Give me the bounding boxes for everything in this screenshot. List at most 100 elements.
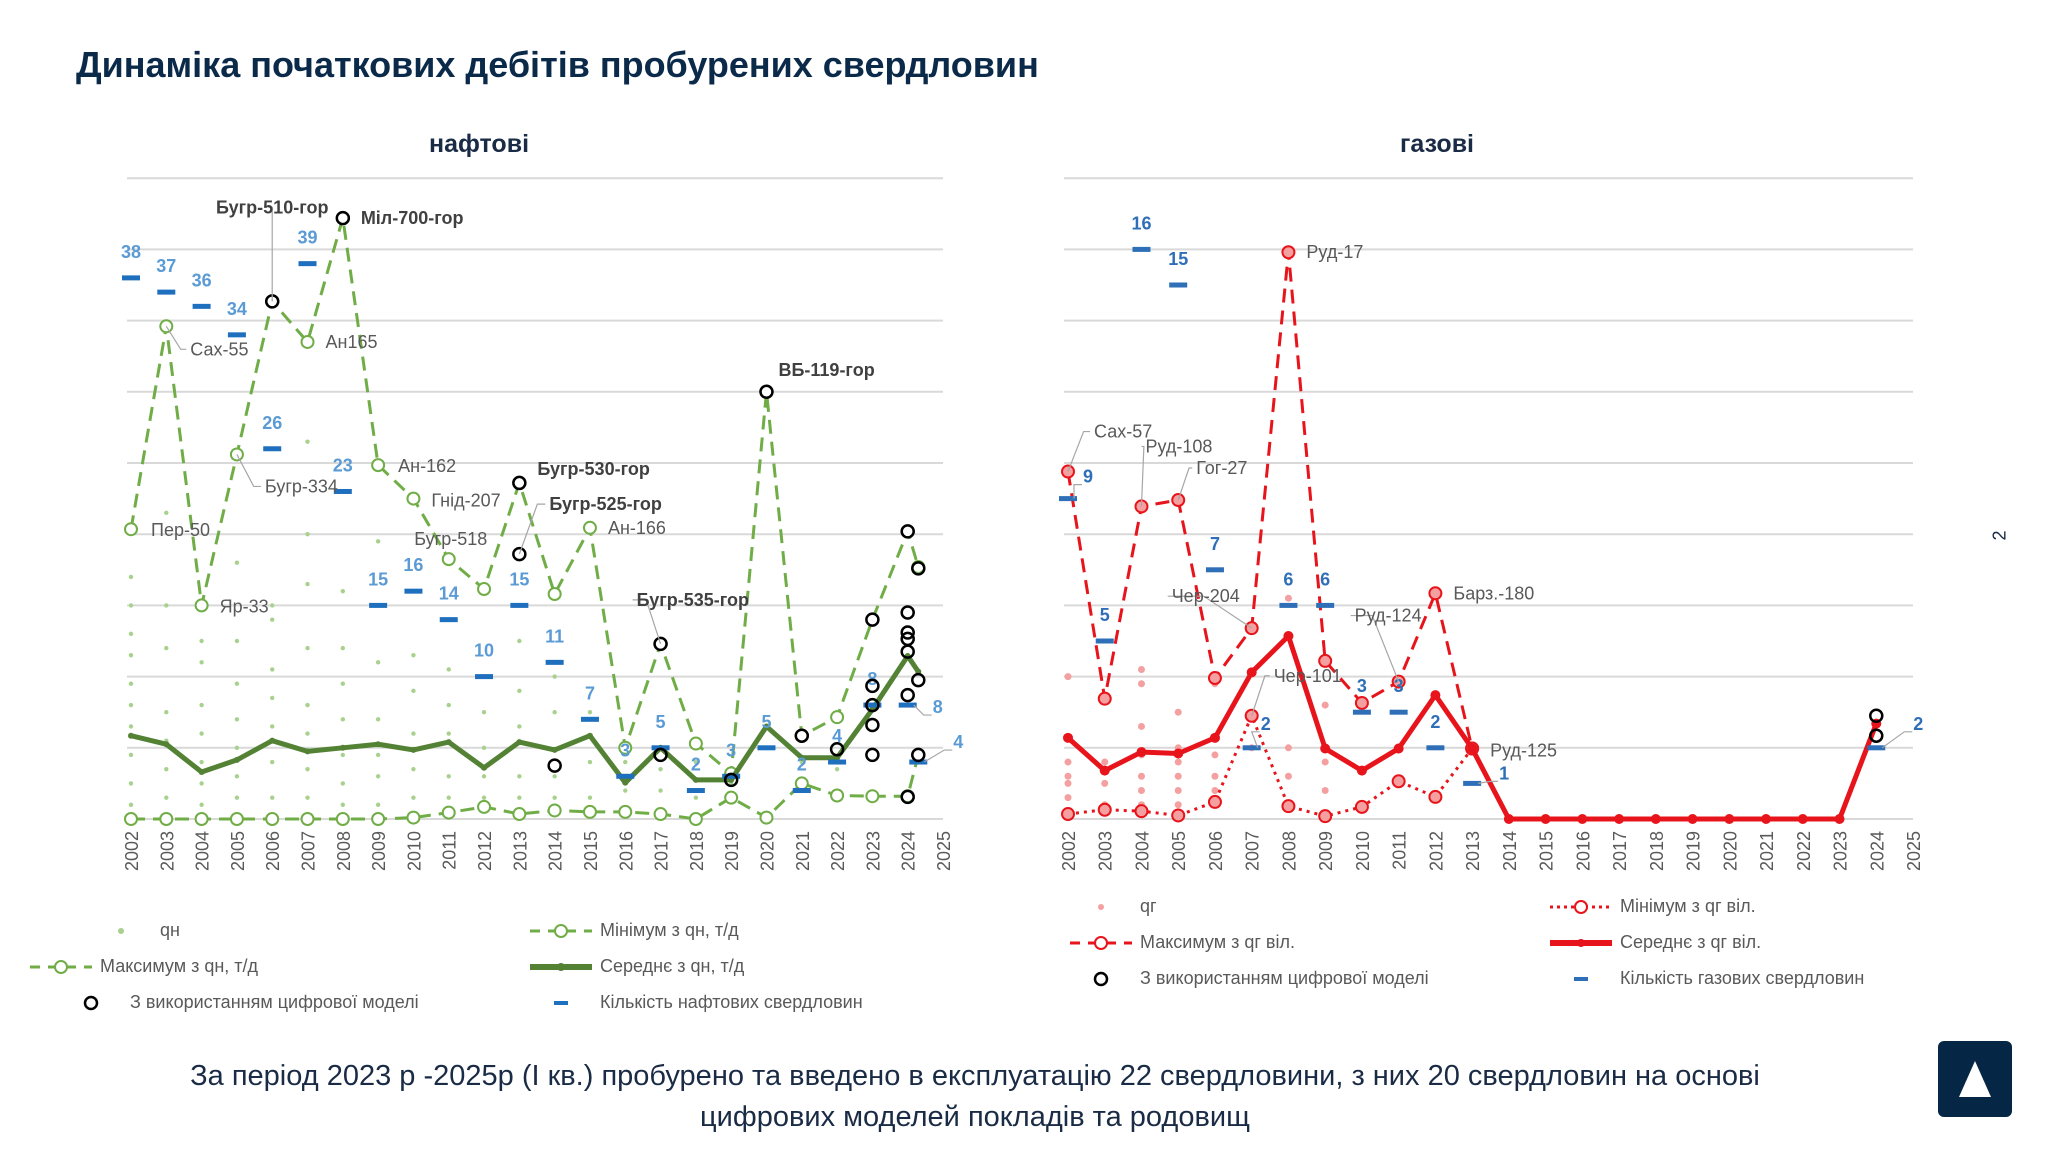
gas-marker-point (1428, 789, 1443, 804)
oil-x-tick-label: 2014 (546, 831, 566, 871)
oil-marker-point (441, 805, 456, 820)
oil-marker-point (688, 812, 703, 826)
oil-count-marker (369, 602, 388, 608)
oil-marker-point (265, 812, 280, 826)
company-logo (1938, 1041, 2012, 1117)
gas-scatter-point (1174, 772, 1182, 780)
oil-count-marker (792, 788, 811, 794)
oil-count-leader (913, 704, 932, 716)
oil-count-label: 5 (761, 712, 771, 732)
gas-x-tick-label: 2007 (1243, 831, 1263, 871)
oil-digital-model-point (911, 672, 926, 688)
oil-scatter-point (446, 702, 451, 708)
oil-scatter-point (340, 717, 346, 722)
oil-scatter-point (270, 795, 275, 800)
oil-x-tick-label: 2022 (828, 831, 848, 871)
gas-average-point (1577, 814, 1588, 824)
oil-marker-point (830, 788, 845, 803)
oil-line-average (130, 653, 921, 786)
gas-count-marker (1205, 567, 1224, 573)
gas-chart: 2002 2003 2004 2005 2006 2007 2008 2009 2010 2011… (1059, 177, 1924, 871)
oil-scatter-point (375, 717, 381, 722)
gas-annotation-label: Сах-57 (1094, 422, 1152, 442)
oil-count-label: 23 (333, 455, 353, 475)
oil-scatter-point (128, 781, 134, 786)
gas-x-tick-label: 2016 (1573, 831, 1593, 871)
oil-count-label: 26 (262, 413, 282, 433)
gas-marker-point (1207, 794, 1222, 809)
oil-x-tick-label: 2011 (440, 831, 460, 870)
gas-count-marker (1389, 709, 1408, 715)
oil-marker-point (406, 810, 421, 825)
gas-count-marker (1352, 709, 1371, 715)
oil-scatter-point (234, 795, 240, 800)
gas-x-tick-label: 2018 (1647, 831, 1667, 871)
oil-count-label: 36 (192, 270, 212, 290)
oil-scatter-point (552, 710, 557, 715)
gas-legend-item: Мінімум з qг віл. (1550, 896, 1756, 917)
oil-x-tick-label: 2015 (581, 831, 601, 871)
oil-x-tick-label: 2004 (193, 831, 213, 871)
oil-average-point (375, 741, 382, 748)
gas-x-tick-label: 2021 (1757, 831, 1777, 871)
oil-scatter-point (234, 717, 240, 722)
oil-marker-point (335, 812, 350, 826)
gas-x-tick-label: 2006 (1206, 831, 1226, 871)
oil-scatter-point (164, 710, 169, 715)
gas-scatter-point (1101, 758, 1109, 766)
gas-average-point (1724, 814, 1735, 824)
gas-count-label: 2 (1430, 712, 1440, 732)
legend-circle (83, 995, 99, 1010)
gas-marker-point (1281, 799, 1296, 814)
gas-average-point (1393, 743, 1404, 754)
oil-count-marker (863, 702, 882, 708)
gas-x-tick-label: 2008 (1279, 831, 1299, 871)
legend-marker (1577, 938, 1585, 947)
oil-count-marker (510, 602, 529, 608)
gas-x-tick-label: 2012 (1426, 831, 1446, 871)
oil-marker-point (441, 552, 456, 567)
oil-average-point (516, 739, 523, 746)
oil-count-marker (898, 702, 917, 708)
page-title: Динаміка початкових дебітів пробурених с… (76, 44, 1039, 85)
oil-scatter-point (446, 731, 451, 736)
gas-scatter-point (1064, 758, 1072, 766)
gas-count-label: 6 (1320, 569, 1330, 589)
oil-average-point (622, 779, 629, 786)
oil-count-marker (263, 446, 282, 452)
gas-average-point (1467, 743, 1478, 754)
oil-average-point (233, 756, 240, 763)
gas-annotation-label: Руд-125 (1490, 741, 1557, 761)
oil-count-leader (923, 749, 953, 763)
oil-marker-point (477, 799, 492, 814)
oil-scatter-point (305, 766, 310, 772)
gas-marker-point (1391, 774, 1406, 789)
oil-x-tick-label: 2002 (122, 831, 142, 871)
oil-digital-model-point (865, 697, 880, 713)
gas-legend-label: Мінімум з qг віл. (1620, 896, 1756, 916)
gas-x-tick-label: 2011 (1390, 831, 1410, 870)
oil-annotation-label: Міл-700-гор (361, 208, 464, 228)
oil-scatter-point (552, 795, 557, 800)
gas-legend-label: Кількість газових свердловин (1620, 968, 1865, 988)
gas-x-tick-label: 2010 (1353, 831, 1373, 871)
oil-scatter-point (340, 781, 346, 786)
oil-scatter-point (305, 795, 310, 800)
oil-average-point (763, 723, 770, 730)
oil-x-tick-label: 2010 (404, 831, 424, 871)
oil-digital-model-point (865, 717, 880, 733)
legend-marker (54, 959, 68, 974)
gas-count-label: 2 (1913, 714, 1923, 734)
oil-scatter-point (199, 638, 204, 644)
oil-count-label: 4 (953, 732, 963, 752)
oil-marker-point (229, 812, 244, 826)
oil-digital-model-point (911, 561, 926, 576)
oil-x-tick-label: 2006 (263, 831, 283, 871)
oil-x-tick-label: 2003 (157, 831, 177, 871)
legend-dash (554, 1000, 568, 1005)
oil-scatter-point (305, 731, 310, 736)
oil-marker-point (618, 740, 633, 755)
gas-legend-swatch-icon (1550, 899, 1612, 914)
legend-marker (1574, 899, 1588, 914)
oil-average-point (339, 744, 346, 751)
